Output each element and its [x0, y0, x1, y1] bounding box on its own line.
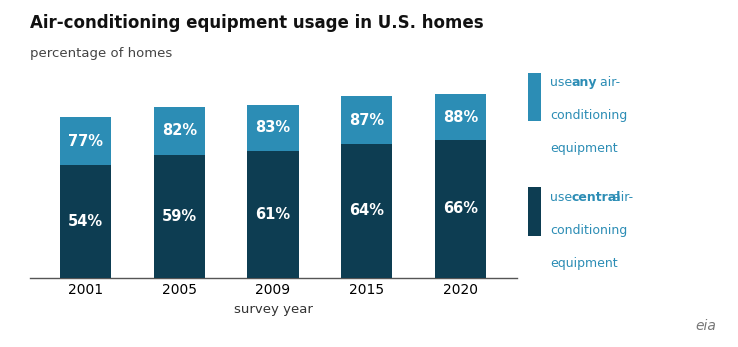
Bar — [60, 165, 111, 278]
Text: equipment: equipment — [550, 142, 618, 155]
Text: conditioning: conditioning — [550, 224, 627, 237]
Bar — [60, 117, 111, 165]
Bar — [435, 94, 486, 140]
Text: central: central — [572, 191, 621, 204]
Text: any: any — [572, 76, 598, 89]
Text: 61%: 61% — [255, 206, 291, 222]
Text: percentage of homes: percentage of homes — [30, 47, 172, 60]
Text: 64%: 64% — [349, 203, 384, 219]
Text: 77%: 77% — [68, 134, 103, 149]
Text: air-: air- — [609, 191, 633, 204]
Text: eia: eia — [695, 319, 716, 333]
Text: conditioning: conditioning — [550, 109, 627, 122]
Text: 83%: 83% — [255, 120, 291, 135]
Text: 59%: 59% — [162, 209, 197, 224]
Text: 88%: 88% — [443, 110, 478, 125]
Text: 82%: 82% — [162, 123, 197, 138]
Bar — [247, 105, 299, 151]
Text: use: use — [550, 191, 576, 204]
Bar — [247, 151, 299, 278]
X-axis label: survey year: survey year — [234, 303, 312, 316]
Bar — [154, 107, 205, 155]
Bar — [341, 96, 393, 144]
Text: air-: air- — [596, 76, 621, 89]
Text: 66%: 66% — [443, 201, 478, 217]
Bar — [341, 144, 393, 278]
Text: 54%: 54% — [68, 214, 103, 229]
Text: use: use — [550, 76, 576, 89]
Text: 87%: 87% — [349, 113, 384, 128]
Text: Air-conditioning equipment usage in U.S. homes: Air-conditioning equipment usage in U.S.… — [30, 14, 483, 32]
Bar — [154, 155, 205, 278]
Bar — [435, 140, 486, 278]
Text: equipment: equipment — [550, 257, 618, 270]
